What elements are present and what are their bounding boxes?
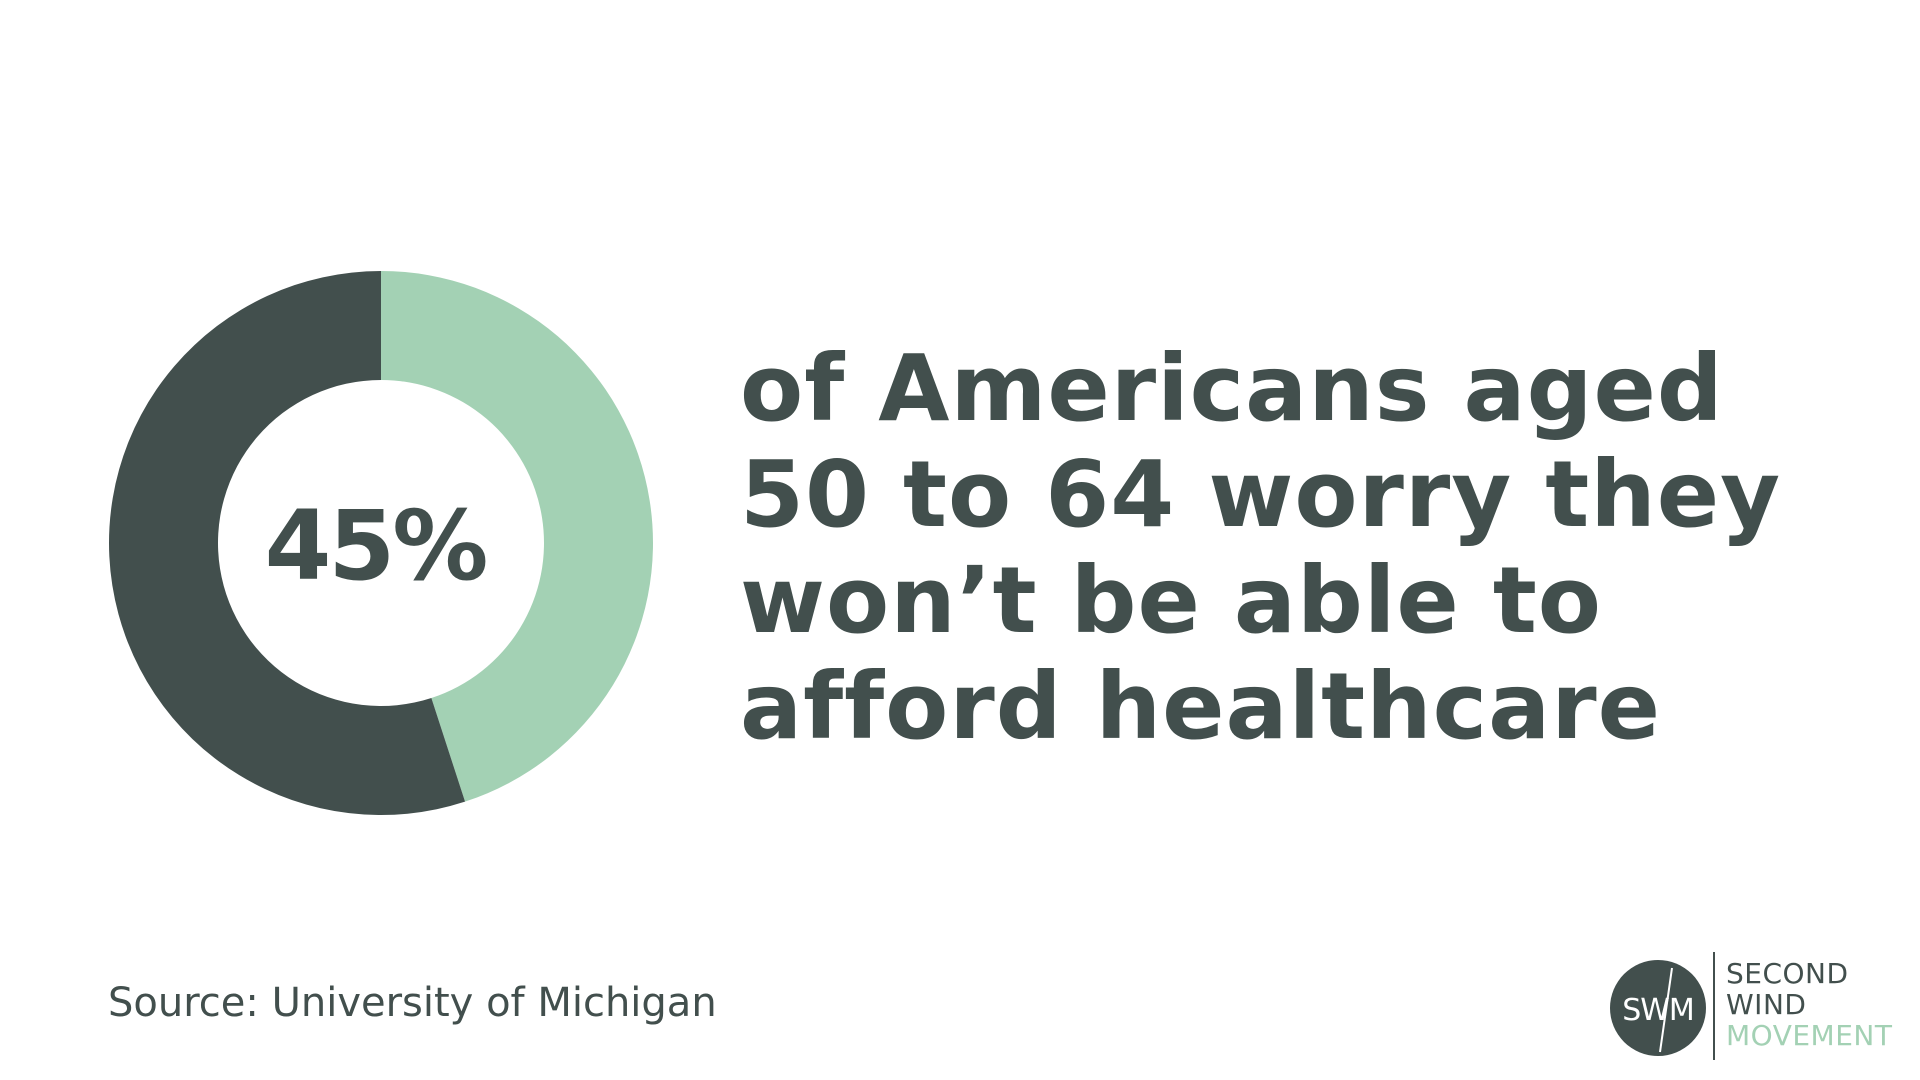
source-citation: Source: University of Michigan xyxy=(108,980,717,1026)
donut-chart: 45% xyxy=(108,271,653,815)
headline-line-3: won’t be able to xyxy=(740,547,1603,654)
donut-slice-2 xyxy=(108,271,466,815)
logo-word-second: SECOND xyxy=(1726,957,1849,990)
logo-divider xyxy=(1713,952,1715,1060)
donut-slices xyxy=(108,271,653,815)
headline-line-2: 50 to 64 worry they xyxy=(740,441,1782,548)
logo-word-wind: WIND xyxy=(1726,988,1807,1021)
headline-line-4: afford healthcare xyxy=(740,653,1661,760)
logo-monogram-circle: SWM xyxy=(1610,960,1706,1056)
logo-monogram-text: SWM xyxy=(1622,993,1694,1028)
donut-slice-1 xyxy=(381,271,653,802)
headline-line-1: of Americans aged xyxy=(740,335,1724,442)
headline: of Americans aged 50 to 64 worry they wo… xyxy=(740,336,1880,760)
logo-monogram-icon: SWM xyxy=(1622,967,1695,1053)
logo-slash-mark xyxy=(1659,967,1673,1053)
logo-wordmark: SECOND WIND MOVEMENT xyxy=(1726,958,1892,1051)
logo-word-movement: MOVEMENT xyxy=(1726,1019,1893,1052)
center-value-label: 45% xyxy=(265,490,487,602)
brand-logo: SWM SECOND WIND MOVEMENT xyxy=(1610,952,1910,1062)
